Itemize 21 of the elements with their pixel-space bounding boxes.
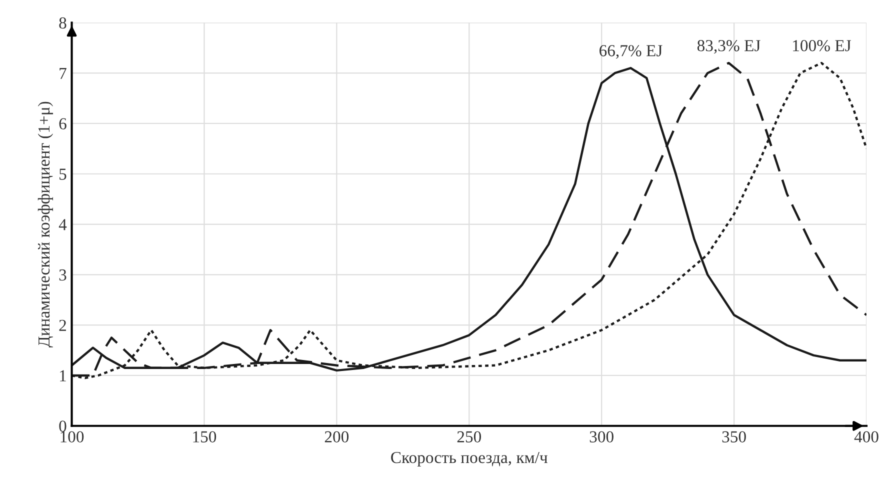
x-axis-title: Скорость поезда, км/ч xyxy=(391,452,548,467)
y-tick-label: 7 xyxy=(60,68,66,79)
y-tick-label: 8 xyxy=(59,17,66,29)
y-tick-label: 4 xyxy=(58,219,67,230)
y-tick-label: 6 xyxy=(59,118,66,130)
x-tick-label: 350 xyxy=(722,431,746,442)
x-tick-label: 100 xyxy=(60,431,84,442)
y-tick-label: 1 xyxy=(60,370,66,382)
x-tick-label: 150 xyxy=(193,431,216,442)
x-tick-label: 400 xyxy=(854,431,878,442)
y-tick-label: 3 xyxy=(59,269,66,281)
x-tick-label: 300 xyxy=(590,431,614,442)
y-tick-label: 2 xyxy=(59,320,66,331)
y-tick-label: 0 xyxy=(59,420,66,432)
x-tick-label: 250 xyxy=(457,431,481,442)
x-tick-label: 200 xyxy=(324,431,349,442)
y-tick-label: 5 xyxy=(60,168,66,180)
y-axis-title: Динамический коэффициент (1+μ) xyxy=(38,102,54,348)
series-label: 100% EJ xyxy=(793,40,851,52)
series-label: 66,7% EJ xyxy=(600,45,662,59)
series-label: 83,3% EJ xyxy=(697,40,760,54)
